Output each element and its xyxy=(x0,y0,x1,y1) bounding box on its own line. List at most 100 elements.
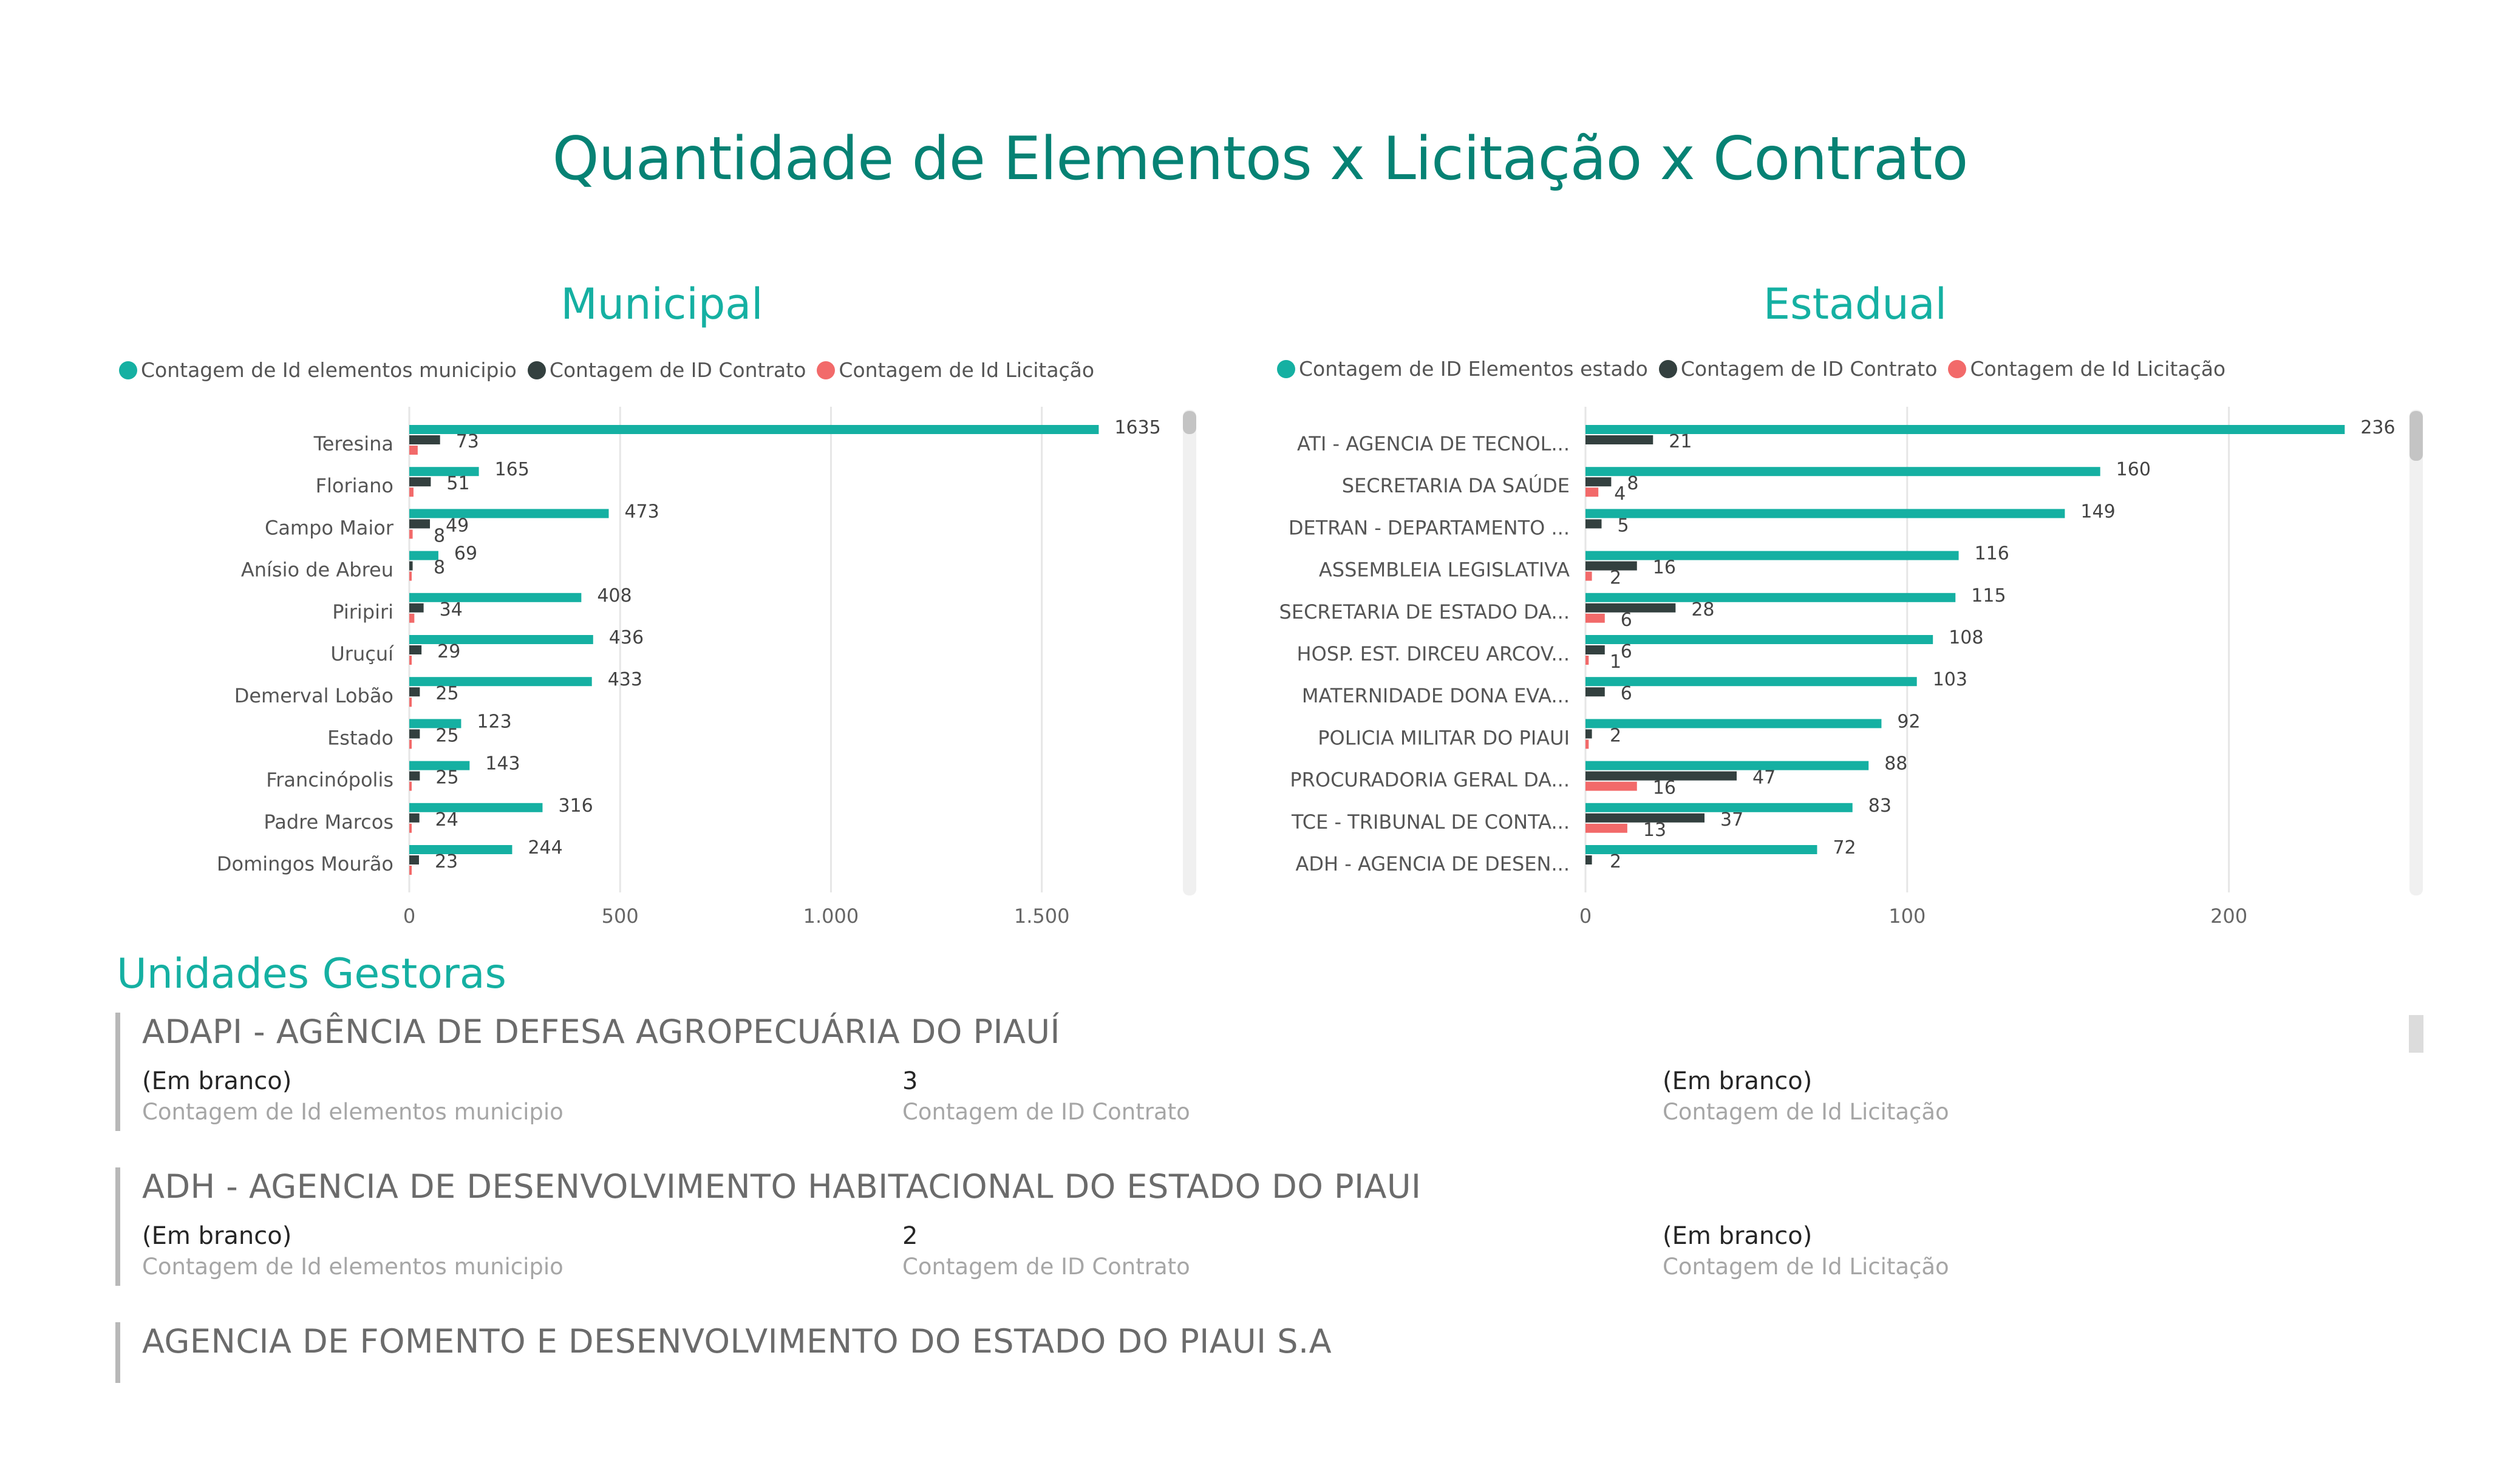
estadual-chart-title: Estadual xyxy=(1763,279,1947,329)
legend-dot-elements xyxy=(1277,359,1295,378)
legend-label: Contagem de Id Licitação xyxy=(1970,357,2226,381)
unit-card: ADH - AGENCIA DE DESENVOLVIMENTO HABITAC… xyxy=(115,1167,2428,1286)
estadual-data-label: 47 xyxy=(1752,767,1776,789)
estadual-bar-elements xyxy=(1585,677,1917,687)
estadual-category-label: TCE - TRIBUNAL DE CONTA... xyxy=(1291,810,1570,834)
estadual-data-label: 5 xyxy=(1617,515,1629,536)
estadual-bar-contrato xyxy=(1585,603,1676,613)
units-section-title: Unidades Gestoras xyxy=(117,950,506,998)
municipal-x-tick-label: 1.500 xyxy=(1014,905,1070,928)
municipal-scroll-thumb[interactable] xyxy=(1183,411,1196,434)
municipal-data-label: 73 xyxy=(456,431,479,452)
municipal-bar-contrato xyxy=(409,729,420,739)
municipal-bar-contrato xyxy=(409,687,420,697)
unit-field: (Em branco) Contagem de Id Licitação xyxy=(1663,1222,1949,1280)
municipal-data-label: 408 xyxy=(597,585,632,606)
municipal-data-label: 244 xyxy=(528,837,562,858)
charts-svg: 0 500 1.000 1.500Teresina163573Floriano1655… xyxy=(217,407,2396,928)
estadual-data-label: 16 xyxy=(1653,778,1676,799)
municipal-bar-licitacao xyxy=(409,698,412,707)
municipal-data-label: 473 xyxy=(624,501,659,522)
unit-field: 2 Contagem de ID Contrato xyxy=(902,1222,1190,1280)
estadual-data-label: 2 xyxy=(1610,568,1621,589)
unit-card-name: AGENCIA DE FOMENTO E DESENVOLVIMENTO DO … xyxy=(142,1322,1332,1360)
municipal-bar-licitacao xyxy=(409,823,412,833)
municipal-bar-contrato xyxy=(409,435,440,444)
municipal-data-label: 25 xyxy=(435,767,458,789)
estadual-data-label: 37 xyxy=(1720,809,1743,830)
estadual-bar-contrato xyxy=(1585,855,1592,864)
unit-field-label: Contagem de Id elementos municipio xyxy=(142,1254,564,1280)
estadual-data-label: 2 xyxy=(1610,851,1621,872)
municipal-category-label: Teresina xyxy=(313,432,393,455)
municipal-bar-contrato xyxy=(409,561,413,571)
municipal-bar-licitacao xyxy=(409,613,415,623)
estadual-data-label: 160 xyxy=(2116,459,2151,480)
municipal-bar-elements xyxy=(409,467,479,477)
estadual-bar-contrato xyxy=(1585,813,1705,823)
municipal-bar-licitacao xyxy=(409,739,412,749)
estadual-category-label: SECRETARIA DA SAÚDE xyxy=(1342,474,1570,497)
municipal-bar-elements xyxy=(409,551,438,560)
legend-item-contrato[interactable]: Contagem de ID Contrato xyxy=(527,358,806,382)
municipal-bar-licitacao xyxy=(409,866,412,875)
estadual-bar-licitacao xyxy=(1585,739,1589,749)
legend-item-elements[interactable]: Contagem de Id elementos municipio xyxy=(119,358,517,382)
unit-field-value: (Em branco) xyxy=(1663,1222,1813,1250)
municipal-bar-elements xyxy=(409,719,461,728)
legend-dot-licitacao xyxy=(1948,359,1967,378)
estadual-data-label: 115 xyxy=(1971,585,2006,606)
legend-label: Contagem de ID Elementos estado xyxy=(1299,357,1648,381)
estadual-data-label: 103 xyxy=(1933,669,1967,690)
units-list-scrollbar[interactable] xyxy=(2409,1015,2423,1053)
legend-item-licitacao[interactable]: Contagem de Id Licitação xyxy=(817,358,1094,382)
legend-item-contrato[interactable]: Contagem de ID Contrato xyxy=(1658,357,1937,381)
legend-item-elements[interactable]: Contagem de ID Elementos estado xyxy=(1277,357,1648,381)
estadual-bar-licitacao xyxy=(1585,487,1599,497)
estadual-category-label: ASSEMBLEIA LEGISLATIVA xyxy=(1319,559,1570,582)
municipal-category-label: Floriano xyxy=(316,474,393,497)
estadual-data-label: 108 xyxy=(1949,627,1983,648)
estadual-bar-elements xyxy=(1585,467,2100,477)
estadual-data-label: 6 xyxy=(1621,641,1632,662)
municipal-bar-elements xyxy=(409,761,470,770)
municipal-bar-elements xyxy=(409,677,592,687)
municipal-x-tick-label: 0 xyxy=(403,905,415,928)
municipal-category-label: Padre Marcos xyxy=(264,810,393,834)
estadual-category-label: ADH - AGENCIA DE DESEN... xyxy=(1296,852,1570,875)
estadual-category-label: SECRETARIA DE ESTADO DA... xyxy=(1279,600,1570,623)
estadual-data-label: 83 xyxy=(1868,795,1892,817)
municipal-category-label: Demerval Lobão xyxy=(234,684,393,707)
municipal-data-label: 433 xyxy=(608,669,642,690)
estadual-category-label: PROCURADORIA GERAL DA... xyxy=(1290,769,1570,792)
legend-item-licitacao[interactable]: Contagem de Id Licitação xyxy=(1948,357,2225,381)
unit-field: (Em branco) Contagem de Id elementos mun… xyxy=(142,1067,564,1125)
estadual-category-label: ATI - AGENCIA DE TECNOL... xyxy=(1297,432,1570,455)
municipal-legend: Contagem de Id elementos municipio Conta… xyxy=(119,358,1105,382)
estadual-x-tick-label: 0 xyxy=(1579,905,1592,928)
municipal-chart-scrollbar[interactable] xyxy=(1183,410,1196,895)
unit-card: AGENCIA DE FOMENTO E DESENVOLVIMENTO DO … xyxy=(115,1322,2428,1383)
estadual-data-label: 28 xyxy=(1691,599,1714,620)
municipal-data-label: 436 xyxy=(609,627,644,648)
estadual-bar-elements xyxy=(1585,551,1959,560)
municipal-bar-elements xyxy=(409,635,593,644)
unit-field: (Em branco) Contagem de Id Licitação xyxy=(1663,1067,1949,1125)
municipal-data-label: 316 xyxy=(558,795,593,817)
municipal-category-label: Campo Maior xyxy=(265,516,394,539)
municipal-bar-elements xyxy=(409,509,609,518)
estadual-bar-elements xyxy=(1585,845,1817,854)
estadual-chart-scrollbar[interactable] xyxy=(2409,410,2423,895)
estadual-x-tick-label: 200 xyxy=(2210,905,2247,928)
municipal-chart-title: Municipal xyxy=(560,279,763,329)
unit-field-value: (Em branco) xyxy=(1663,1067,1813,1095)
unit-field-label: Contagem de Id elementos municipio xyxy=(142,1099,564,1125)
estadual-bar-elements xyxy=(1585,803,1853,812)
page-title: Quantidade de Elementos x Licitação x Co… xyxy=(552,124,1969,194)
estadual-bar-elements xyxy=(1585,425,2345,434)
estadual-bar-contrato xyxy=(1585,561,1637,571)
estadual-scroll-thumb[interactable] xyxy=(2409,411,2423,461)
municipal-data-label: 8 xyxy=(434,557,445,579)
estadual-data-label: 88 xyxy=(1884,753,1907,775)
estadual-data-label: 72 xyxy=(1833,837,1856,858)
